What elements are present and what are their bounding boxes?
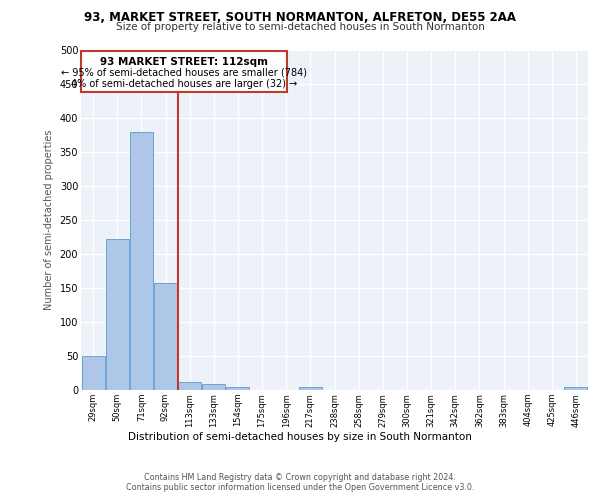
Bar: [565, 388, 587, 390]
Text: Distribution of semi-detached houses by size in South Normanton: Distribution of semi-detached houses by …: [128, 432, 472, 442]
Text: ← 95% of semi-detached houses are smaller (784): ← 95% of semi-detached houses are smalle…: [61, 68, 307, 78]
Bar: [202, 384, 225, 390]
Bar: [226, 386, 250, 390]
Text: 4% of semi-detached houses are larger (32) →: 4% of semi-detached houses are larger (3…: [71, 78, 297, 88]
Text: Contains HM Land Registry data © Crown copyright and database right 2024.: Contains HM Land Registry data © Crown c…: [144, 472, 456, 482]
Text: 93, MARKET STREET, SOUTH NORMANTON, ALFRETON, DE55 2AA: 93, MARKET STREET, SOUTH NORMANTON, ALFR…: [84, 11, 516, 24]
Text: 93 MARKET STREET: 112sqm: 93 MARKET STREET: 112sqm: [100, 57, 268, 67]
Bar: [130, 132, 153, 390]
Bar: [106, 239, 128, 390]
FancyBboxPatch shape: [82, 52, 287, 92]
Text: Size of property relative to semi-detached houses in South Normanton: Size of property relative to semi-detach…: [116, 22, 484, 32]
Text: Contains public sector information licensed under the Open Government Licence v3: Contains public sector information licen…: [126, 484, 474, 492]
Bar: [178, 382, 201, 390]
Y-axis label: Number of semi-detached properties: Number of semi-detached properties: [44, 130, 54, 310]
Bar: [154, 283, 177, 390]
Bar: [82, 356, 104, 390]
Bar: [299, 386, 322, 390]
